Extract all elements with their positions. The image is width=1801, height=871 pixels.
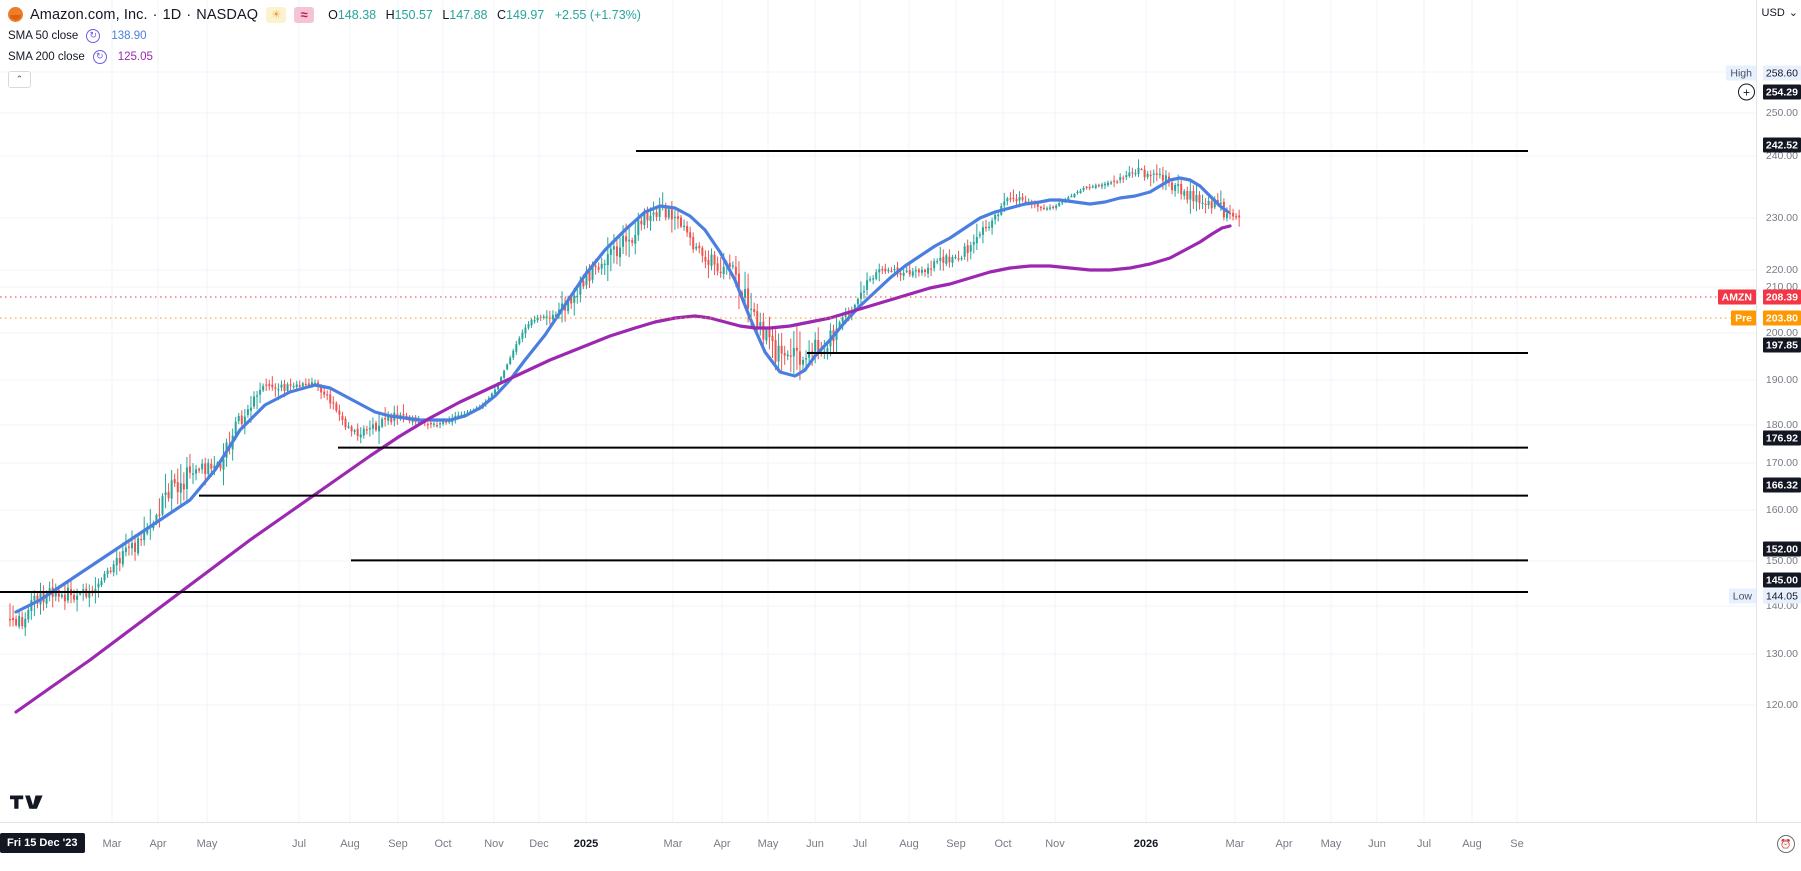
price-tick: 150.00	[1765, 555, 1798, 567]
wave-icon[interactable]: ≈	[294, 6, 315, 23]
grid-lines	[0, 0, 1756, 822]
indicator-value: 138.90	[111, 29, 147, 42]
time-tick: May	[1320, 838, 1342, 850]
exchange-label[interactable]: NASDAQ	[196, 6, 259, 23]
indicator-name: SMA 50 close	[8, 29, 79, 42]
add-alert-button[interactable]: +	[1738, 83, 1755, 101]
time-tick: Oct	[994, 838, 1012, 850]
price-tick: 120.00	[1765, 699, 1798, 711]
indicator-value: 125.05	[117, 50, 153, 63]
price-marker-tag: AMZN	[1717, 289, 1756, 305]
clock-icon[interactable]: ⏰	[1777, 835, 1795, 853]
tradingview-logo[interactable]	[10, 793, 44, 815]
indicator-name: SMA 200 close	[8, 50, 85, 63]
price-tick: 180.00	[1765, 419, 1798, 431]
time-scale[interactable]: Fri 15 Dec '23 ⏰ Mar Apr May Jul Aug Sep Oct No…	[0, 822, 1801, 871]
price-tick: 250.00	[1765, 107, 1798, 119]
time-tick: Mar	[1225, 838, 1245, 850]
current-date-badge: Fri 15 Dec '23	[0, 833, 85, 853]
price-marker-label[interactable]: 203.80	[1762, 310, 1801, 326]
time-tick: Aug	[340, 838, 360, 850]
time-tick: Jul	[852, 838, 868, 850]
price-marker-label[interactable]: 197.85	[1762, 337, 1801, 353]
time-tick: Sep	[388, 838, 408, 850]
time-tick: Apr	[149, 838, 167, 850]
price-tick: 160.00	[1765, 504, 1798, 516]
low-key: L	[442, 7, 450, 22]
collapse-legend-button[interactable]: ⌃	[8, 71, 31, 88]
price-marker-label[interactable]: 242.52	[1762, 137, 1801, 153]
legend-indicator-sma50[interactable]: SMA 50 close ↻ 138.90	[8, 25, 641, 46]
close-value: 149.97	[506, 7, 545, 22]
time-tick: Se	[1510, 838, 1524, 850]
high-key: H	[385, 7, 395, 22]
high-value: 150.57	[394, 7, 433, 22]
separator-2: ·	[186, 6, 192, 23]
time-tick: Mar	[663, 838, 683, 850]
price-tick: 130.00	[1765, 648, 1798, 660]
legend-symbol-row[interactable]: Amazon.com, Inc. · 1D · NASDAQ ☀ ≈ O148.…	[8, 4, 641, 25]
refresh-icon[interactable]: ↻	[86, 28, 101, 43]
time-tick: Jun	[806, 838, 824, 850]
open-value: 148.38	[337, 7, 377, 22]
time-tick: Jul	[291, 838, 307, 850]
time-tick: 2025	[573, 838, 599, 850]
time-tick: Nov	[1045, 838, 1065, 850]
interval-label[interactable]: 1D	[162, 6, 182, 23]
time-tick: Jun	[1368, 838, 1386, 850]
price-marker-label[interactable]: 152.00	[1762, 541, 1801, 557]
price-tick: 240.00	[1765, 150, 1798, 162]
time-tick: Aug	[1462, 838, 1482, 850]
price-marker-tag: High	[1726, 65, 1756, 81]
change-value: +2.55 (+1.73%)	[554, 7, 641, 22]
chart-canvas	[0, 0, 1756, 822]
price-marker-label[interactable]: 166.32	[1762, 477, 1801, 493]
chart-plot-area[interactable]	[0, 0, 1756, 822]
price-marker-label[interactable]: 176.92	[1762, 430, 1801, 446]
separator-1: ·	[152, 6, 158, 23]
time-tick: May	[757, 838, 779, 850]
chevron-down-icon: ⌄	[1788, 7, 1798, 19]
symbol-name[interactable]: Amazon.com, Inc.	[30, 6, 148, 23]
currency-label: USD	[1761, 6, 1785, 19]
chevron-up-icon: ⌃	[15, 74, 24, 84]
price-tick: 230.00	[1765, 212, 1798, 224]
price-marker-label[interactable]: 144.05	[1762, 588, 1801, 604]
time-tick: Apr	[713, 838, 731, 850]
time-tick: Dec	[529, 838, 549, 850]
price-marker-tag: Pre	[1731, 310, 1756, 326]
price-marker-tag: Low	[1728, 588, 1756, 604]
price-marker-label[interactable]: 258.60	[1762, 65, 1801, 81]
time-tick: Mar	[102, 838, 122, 850]
time-tick: May	[196, 838, 218, 850]
low-value: 147.88	[449, 7, 488, 22]
open-key: O	[328, 7, 338, 22]
price-marker-label[interactable]: 254.29	[1762, 84, 1801, 100]
currency-selector[interactable]: USD ⌄	[1761, 6, 1798, 20]
price-tick: 190.00	[1765, 374, 1798, 386]
chart-legend: Amazon.com, Inc. · 1D · NASDAQ ☀ ≈ O148.…	[8, 4, 641, 88]
amazon-logo-icon	[8, 7, 23, 22]
close-key: C	[497, 7, 507, 22]
time-tick: 2026	[1133, 838, 1159, 850]
sma-line[interactable]	[14, 224, 1232, 714]
price-scale[interactable]: USD ⌄ 260.00250.00240.00230.00220.00210.…	[1756, 0, 1801, 822]
price-tick: 170.00	[1765, 457, 1798, 469]
price-tick: 220.00	[1765, 264, 1798, 276]
time-tick: Nov	[484, 838, 504, 850]
time-tick: Jul	[1416, 838, 1432, 850]
legend-indicator-sma200[interactable]: SMA 200 close ↻ 125.05	[8, 46, 641, 67]
price-marker-label[interactable]: 208.39	[1762, 289, 1801, 305]
price-tick: 200.00	[1765, 327, 1798, 339]
sun-icon[interactable]: ☀	[266, 6, 287, 23]
price-marker-label[interactable]: 145.00	[1762, 572, 1801, 588]
time-tick: Oct	[434, 838, 452, 850]
ohlc-values: O148.38 H150.57 L147.88 C149.97 +2.55 (+…	[328, 8, 641, 22]
time-tick: Sep	[946, 838, 966, 850]
sma-line[interactable]	[14, 176, 1230, 614]
time-tick: Apr	[1275, 838, 1293, 850]
time-tick: Aug	[899, 838, 919, 850]
refresh-icon[interactable]: ↻	[92, 49, 107, 64]
